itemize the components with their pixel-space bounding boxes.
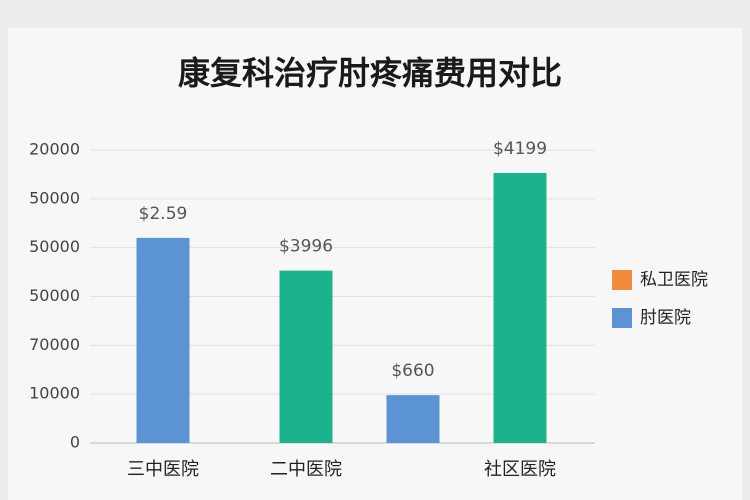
legend-swatch [612, 270, 632, 290]
legend-label: 私卫医院 [640, 270, 708, 290]
bar [136, 237, 190, 443]
card [8, 28, 742, 500]
value-label: $2.59 [139, 204, 188, 224]
y-tick-label: 20000 [29, 140, 80, 159]
x-tick-label: 三中医院 [127, 459, 199, 480]
y-tick-label: 0 [70, 433, 80, 452]
chart-title: 康复科治疗肘疼痛费用对比 [178, 54, 562, 92]
legend-swatch [612, 308, 632, 328]
bar [279, 270, 333, 443]
bar [386, 395, 440, 443]
y-tick-label: 50000 [29, 286, 80, 305]
y-tick-label: 50000 [29, 237, 80, 256]
y-tick-label: 10000 [29, 384, 80, 403]
x-tick-label: 社区医院 [484, 459, 556, 480]
value-label: $3996 [279, 237, 333, 257]
x-tick-label: 二中医院 [270, 459, 342, 480]
y-tick-label: 70000 [29, 335, 80, 354]
bar [493, 172, 547, 443]
legend-label: 肘医院 [640, 308, 691, 328]
y-tick-label: 50000 [29, 188, 80, 207]
value-label: $660 [391, 361, 434, 381]
value-label: $4199 [493, 139, 547, 159]
